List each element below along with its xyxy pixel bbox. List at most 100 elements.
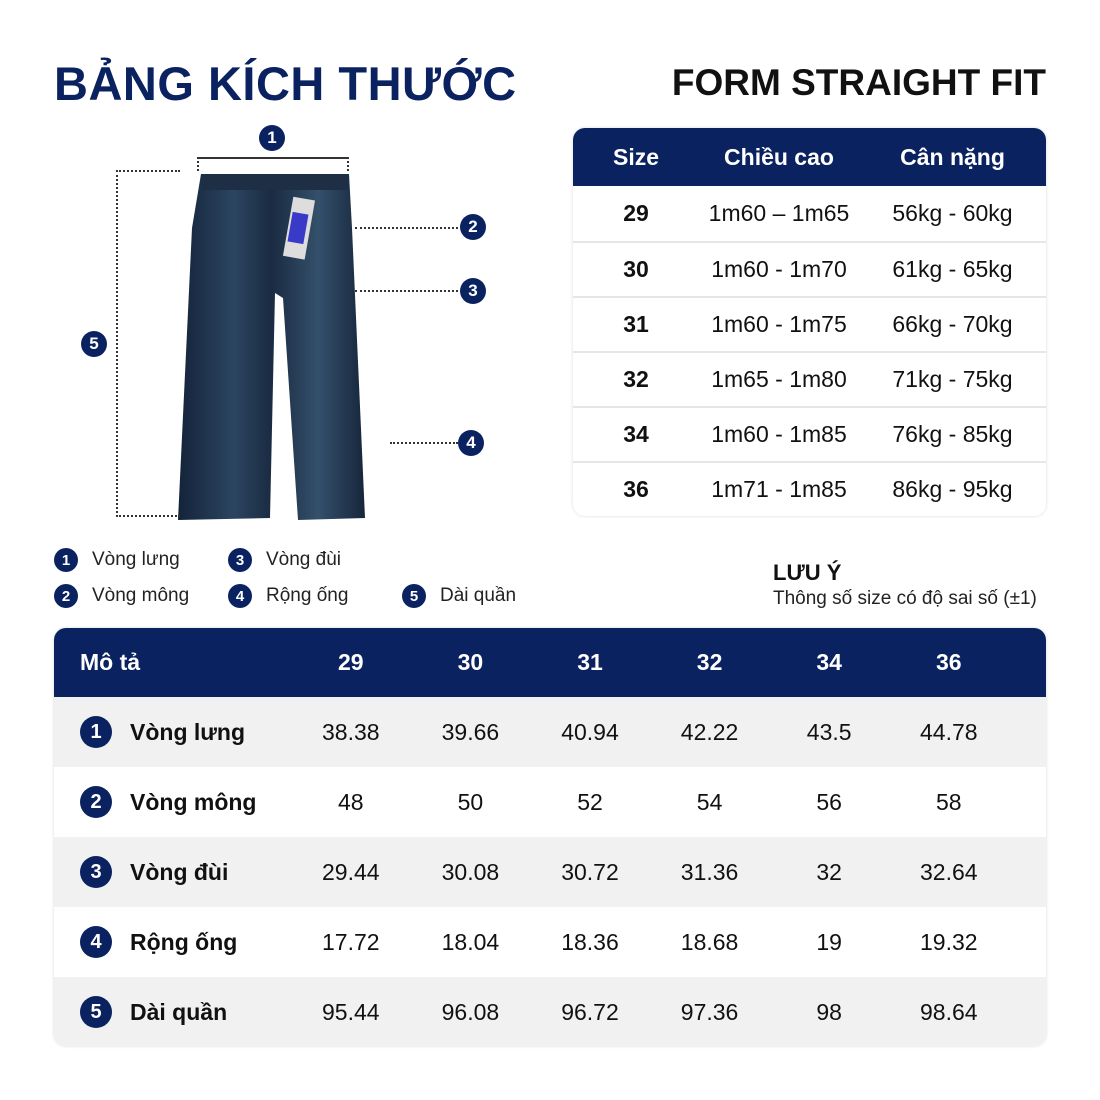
- row-marker: 1: [80, 716, 112, 748]
- weight-cell: 76kg - 85kg: [892, 421, 1013, 447]
- row-marker: 4: [80, 926, 112, 958]
- value-cell: 18.36: [561, 928, 619, 955]
- size-cell: 34: [623, 421, 649, 447]
- row-label-text: Dài quần: [130, 998, 228, 1025]
- value-cell: 56: [816, 788, 842, 815]
- table-header: Size Chiều cao Cân nặng: [573, 128, 1046, 186]
- row-label-text: Vòng đùi: [130, 858, 229, 885]
- table-row: 36 1m71 - 1m85 86kg - 95kg: [573, 461, 1046, 516]
- table-row: 34 1m60 - 1m85 76kg - 85kg: [573, 406, 1046, 461]
- value-cell: 97.36: [680, 998, 739, 1025]
- value-cell: 96.08: [441, 998, 500, 1025]
- height-cell: 1m60 - 1m85: [711, 421, 847, 447]
- legend-marker: 1: [54, 548, 78, 572]
- value-cell: 17.72: [322, 928, 380, 955]
- legend-item: 3 Vòng đùi: [228, 548, 341, 572]
- weight-cell: 56kg - 60kg: [892, 200, 1013, 226]
- value-cell: 32.64: [919, 858, 978, 885]
- legend-marker: 5: [402, 584, 426, 608]
- value-cell: 30.72: [561, 858, 619, 885]
- row-label-text: Vòng mông: [130, 788, 257, 815]
- value-cell: 96.72: [561, 998, 619, 1025]
- row-label: 5 Dài quần: [54, 996, 291, 1028]
- marker-1: 1: [259, 125, 285, 151]
- note-text: Thông số size có độ sai số (±1): [773, 588, 1037, 609]
- marker-5: 5: [81, 331, 107, 357]
- page-title: BẢNG KÍCH THƯỚC: [54, 57, 517, 110]
- value-cell: 48: [338, 788, 364, 815]
- table-row: 4 Rộng ống 17.72 18.04 18.36 18.68 19 19.32: [54, 907, 1046, 977]
- legend-item: 5 Dài quần: [402, 584, 516, 608]
- value-cell: 19: [816, 928, 842, 955]
- legend-label: Vòng lưng: [92, 549, 180, 570]
- value-cell: 43.5: [806, 718, 852, 745]
- header-height: Chiều cao: [724, 143, 834, 170]
- header-description: Mô tả: [80, 649, 141, 675]
- form-label: FORM STRAIGHT FIT: [671, 62, 1046, 103]
- marker-3: 3: [460, 278, 486, 304]
- row-label: 1 Vòng lưng: [54, 716, 291, 748]
- value-cell: 44.78: [919, 718, 978, 745]
- table-row: 29 1m60 – 1m65 56kg - 60kg: [573, 186, 1046, 241]
- size-recommendation-table: Size Chiều cao Cân nặng 29 1m60 – 1m65 56k…: [573, 128, 1046, 516]
- size-cell: 36: [623, 476, 649, 502]
- legend-marker: 4: [228, 584, 252, 608]
- row-label: 4 Rộng ống: [54, 926, 291, 958]
- value-cell: 42.22: [680, 718, 739, 745]
- row-marker: 5: [80, 996, 112, 1028]
- value-cell: 98: [816, 998, 842, 1025]
- value-cell: 32: [816, 858, 842, 885]
- table-row: 3 Vòng đùi 29.44 30.08 30.72 31.36 32 32.64: [54, 837, 1046, 907]
- table-row: 1 Vòng lưng 38.38 39.66 40.94 42.22 43.5 44.78: [54, 697, 1046, 767]
- size-cell: 32: [623, 366, 649, 392]
- legend-item: 4 Rộng ống: [228, 584, 348, 608]
- value-cell: 58: [935, 788, 962, 815]
- value-cell: 39.66: [441, 718, 500, 745]
- height-cell: 1m60 – 1m65: [708, 200, 850, 226]
- header-size: 31: [577, 649, 603, 675]
- value-cell: 18.04: [441, 928, 500, 955]
- header-size: 30: [457, 649, 484, 675]
- table-row: 5 Dài quần 95.44 96.08 96.72 97.36 98 98.64: [54, 977, 1046, 1046]
- weight-cell: 61kg - 65kg: [892, 256, 1013, 282]
- weight-cell: 66kg - 70kg: [892, 311, 1013, 337]
- value-cell: 95.44: [322, 998, 380, 1025]
- value-cell: 54: [696, 788, 723, 815]
- legend-label: Vòng mông: [92, 585, 190, 606]
- value-cell: 98.64: [919, 998, 978, 1025]
- legend-marker: 3: [228, 548, 252, 572]
- legend-item: 2 Vòng mông: [54, 584, 189, 608]
- row-label-text: Vòng lưng: [130, 718, 246, 745]
- height-cell: 1m65 - 1m80: [711, 366, 847, 392]
- value-cell: 19.32: [919, 928, 978, 955]
- note-title: LƯU Ý: [773, 560, 842, 585]
- value-cell: 31.36: [680, 858, 739, 885]
- value-cell: 50: [457, 788, 484, 815]
- legend-marker: 2: [54, 584, 78, 608]
- value-cell: 52: [577, 788, 603, 815]
- value-cell: 18.68: [680, 928, 739, 955]
- jeans-image: [178, 174, 365, 520]
- header-size: 36: [935, 649, 962, 675]
- size-cell: 30: [623, 256, 649, 282]
- value-cell: 40.94: [561, 718, 619, 745]
- legend-label: Rộng ống: [266, 585, 349, 606]
- height-cell: 1m71 - 1m85: [711, 476, 847, 502]
- row-label: 2 Vòng mông: [54, 786, 291, 818]
- weight-cell: 71kg - 75kg: [892, 366, 1013, 392]
- header-size: 29: [338, 649, 364, 675]
- header-size: 34: [816, 649, 842, 675]
- table-row: 31 1m60 - 1m75 66kg - 70kg: [573, 296, 1046, 351]
- height-cell: 1m60 - 1m75: [711, 311, 847, 337]
- table-row: 2 Vòng mông 48 50 52 54 56 58: [54, 767, 1046, 837]
- row-marker: 2: [80, 786, 112, 818]
- marker-4: 4: [458, 430, 484, 456]
- marker-2: 2: [460, 214, 486, 240]
- row-label-text: Rộng ống: [130, 928, 238, 955]
- weight-cell: 86kg - 95kg: [892, 476, 1013, 502]
- table-header: Mô tả 29 30 31 32 34 36: [54, 628, 1046, 697]
- size-cell: 31: [623, 311, 649, 337]
- legend-label: Vòng đùi: [266, 549, 342, 570]
- legend-label: Dài quần: [440, 585, 517, 606]
- header-size: 32: [696, 649, 723, 675]
